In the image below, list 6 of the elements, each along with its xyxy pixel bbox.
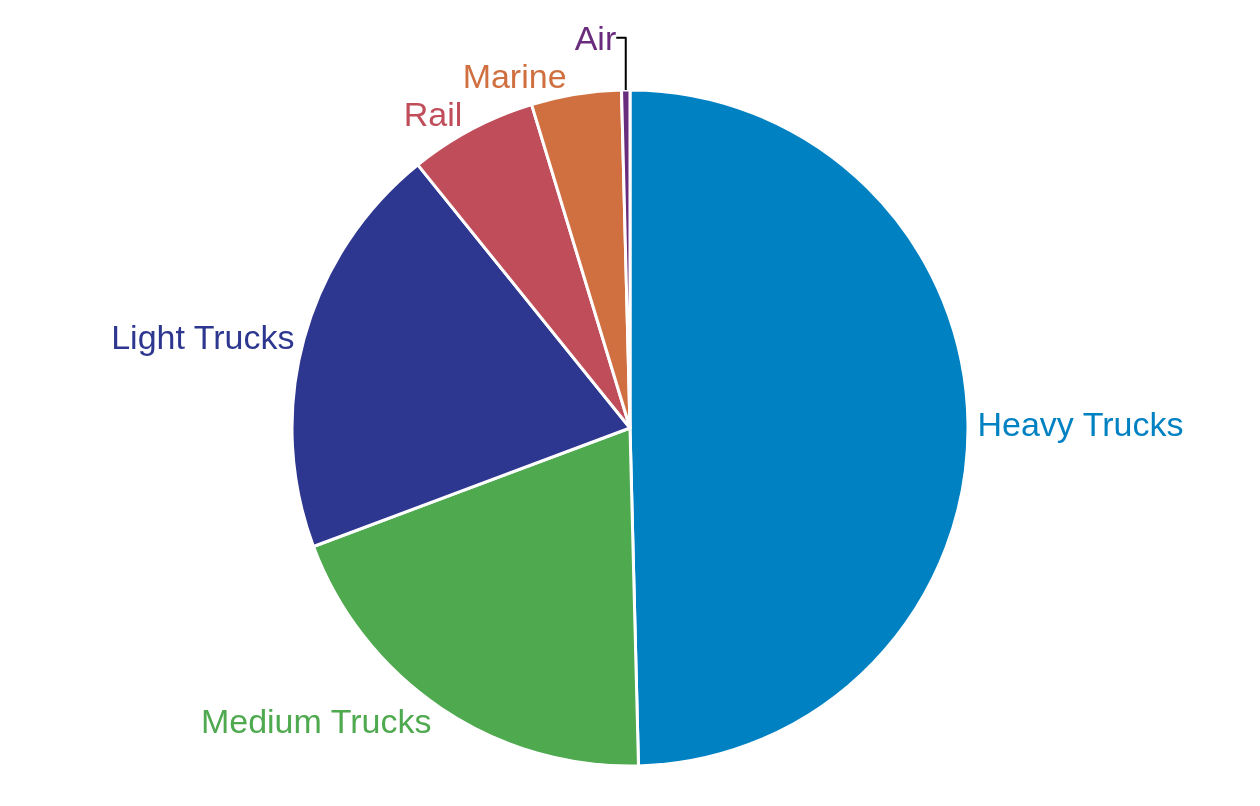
slice-label: Air: [574, 18, 617, 57]
slice-label: Rail: [403, 95, 463, 134]
slice-label: Medium Trucks: [200, 702, 432, 741]
slice-label: Marine: [462, 56, 567, 95]
slice-label: Light Trucks: [111, 318, 295, 357]
slice-label: Heavy Trucks: [977, 404, 1184, 443]
